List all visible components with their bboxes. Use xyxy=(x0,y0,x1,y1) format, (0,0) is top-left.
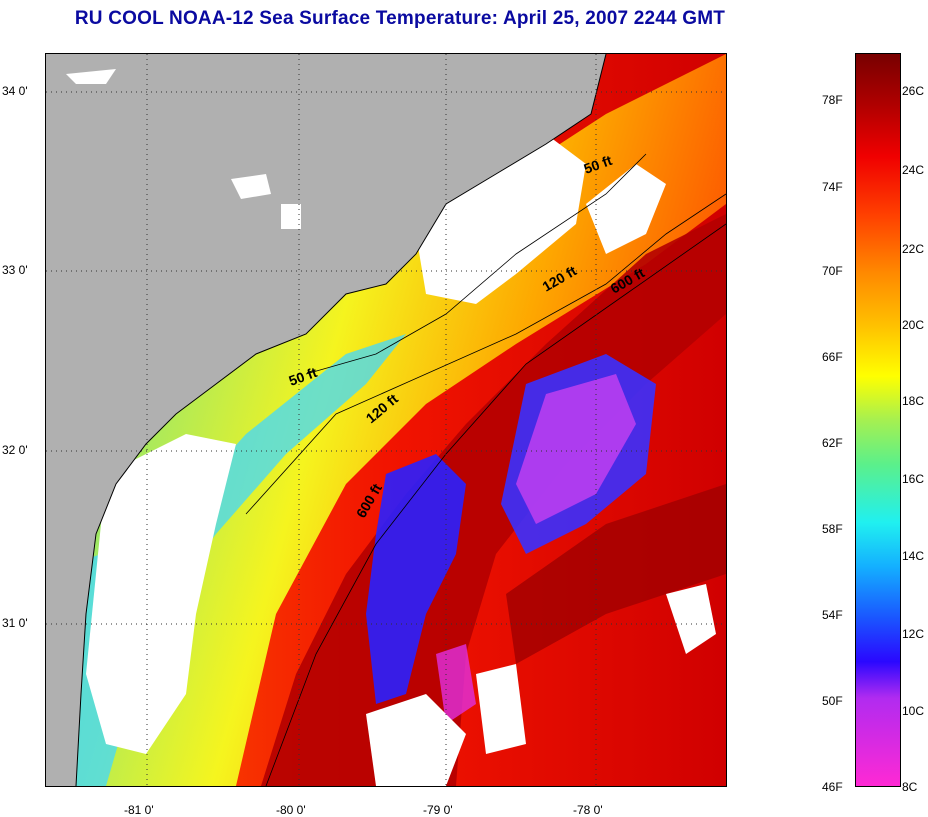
land xyxy=(46,54,606,786)
colorbar-c-18: 18C xyxy=(902,394,925,408)
colorbar-c-12: 12C xyxy=(902,627,925,641)
land-cloud-1 xyxy=(66,69,116,84)
colorbar-f-54: 54F xyxy=(822,608,843,622)
cloud-east xyxy=(666,584,716,654)
colorbar-c-14: 14C xyxy=(902,549,925,563)
colorbar-f-74: 74F xyxy=(822,180,843,194)
graticule xyxy=(46,54,726,786)
lon-label-79: -79 0' xyxy=(423,803,453,817)
cloud-south xyxy=(366,694,466,786)
lat-label-34: 34 0' xyxy=(2,84,28,98)
lon-label-78: -78 0' xyxy=(573,803,603,817)
colorbar-c-8: 8C xyxy=(902,780,918,794)
temperature-colorbar xyxy=(855,53,901,787)
lat-label-32: 32 0' xyxy=(2,443,28,457)
sst-map-canvas: 50 ft 120 ft 600 ft 50 ft 120 ft 600 ft xyxy=(46,54,726,786)
cloud-patch xyxy=(476,664,526,754)
cold-filament-west xyxy=(366,454,466,704)
coastline xyxy=(75,54,607,786)
colorbar-c-26: 26C xyxy=(902,84,925,98)
lat-label-33: 33 0' xyxy=(2,263,28,277)
lat-label-31: 31 0' xyxy=(2,616,28,630)
land-cloud-2 xyxy=(231,174,271,199)
map-title: RU COOL NOAA-12 Sea Surface Temperature:… xyxy=(74,8,726,29)
colorbar-f-46: 46F xyxy=(822,780,843,794)
cloud-north xyxy=(586,164,666,254)
gulf-stream-filament xyxy=(506,484,726,664)
cold-core xyxy=(516,374,636,524)
sst-map[interactable]: 50 ft 120 ft 600 ft 50 ft 120 ft 600 ft xyxy=(45,53,727,787)
colorbar-c-10: 10C xyxy=(902,704,925,718)
colorbar-f-78: 78F xyxy=(822,93,843,107)
cloud-georgia xyxy=(86,434,236,754)
colorbar-c-24: 24C xyxy=(902,163,925,177)
colorbar-c-16: 16C xyxy=(902,472,925,486)
colorbar-f-50: 50F xyxy=(822,694,843,708)
colorbar-f-62: 62F xyxy=(822,436,843,450)
contour-50ft xyxy=(305,153,647,375)
contour-120ft xyxy=(245,193,726,515)
lon-label-81: -81 0' xyxy=(124,803,154,817)
colorbar-f-70: 70F xyxy=(822,264,843,278)
colorbar-c-22: 22C xyxy=(902,242,925,256)
lon-label-80: -80 0' xyxy=(276,803,306,817)
colorbar-f-66: 66F xyxy=(822,350,843,364)
land-cloud-3 xyxy=(281,204,301,229)
colorbar-f-58: 58F xyxy=(822,522,843,536)
colorbar-c-20: 20C xyxy=(902,318,925,332)
